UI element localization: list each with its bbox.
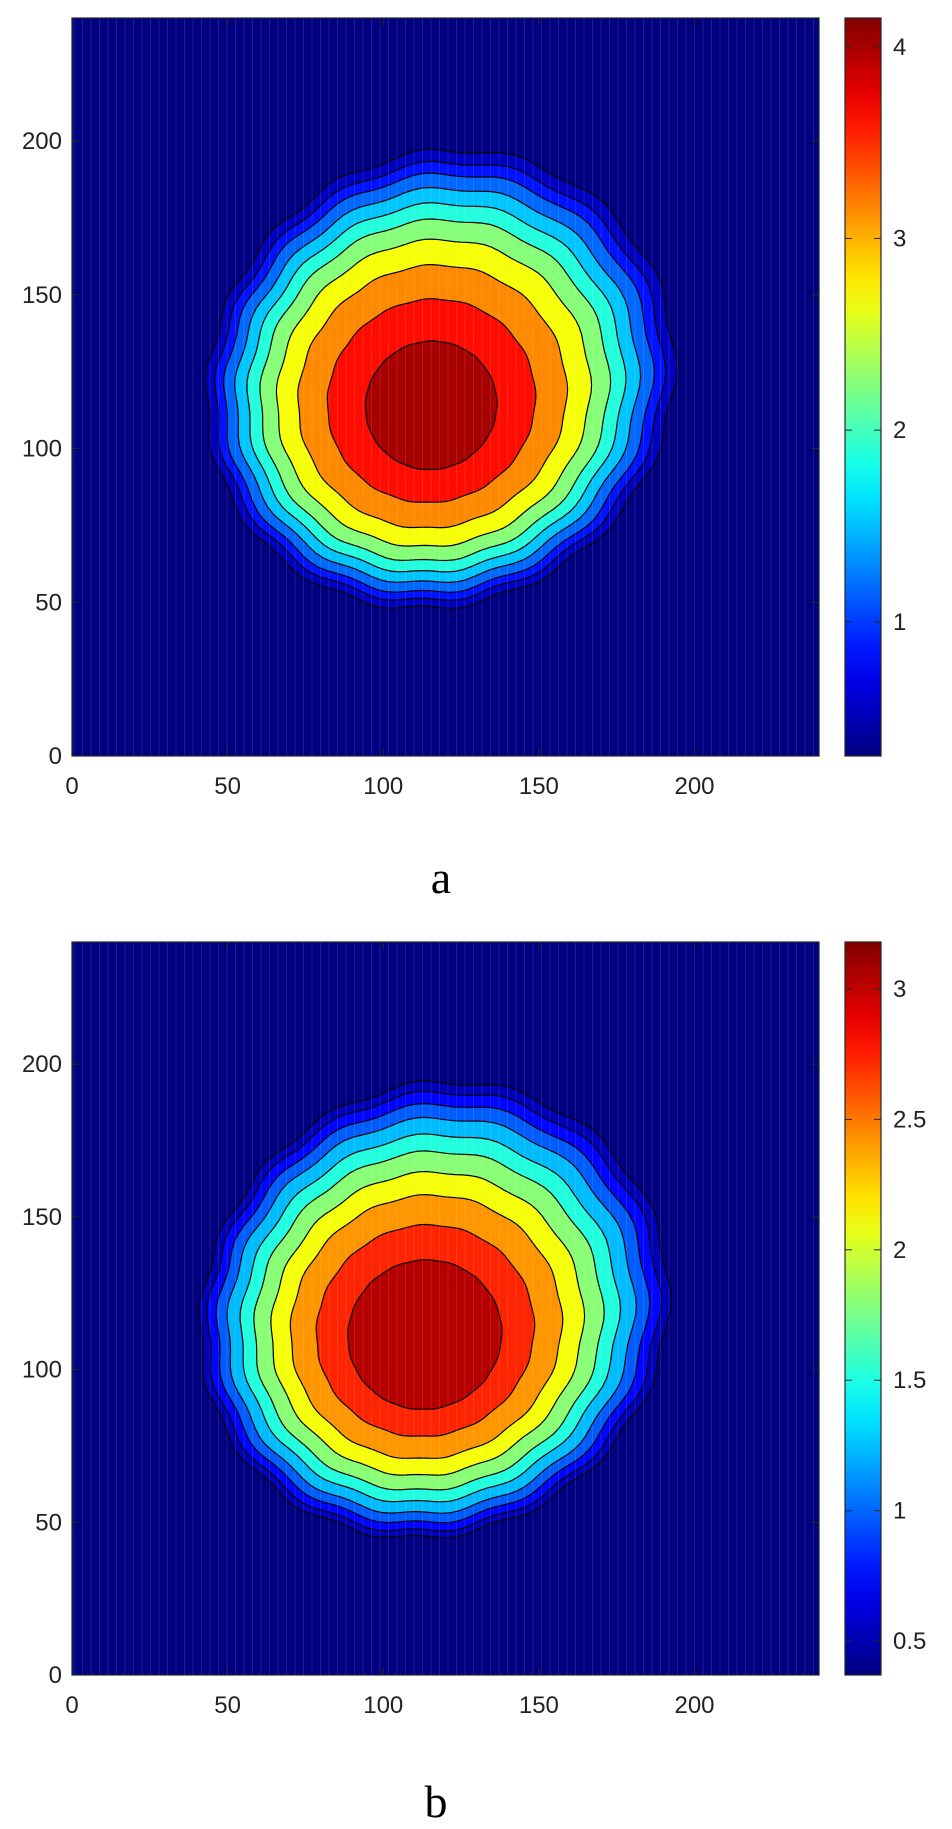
surface-texture [73, 942, 814, 1675]
axes-frame [71, 17, 820, 757]
colorbar: 0.5 1 1.5 2 2.5 3 [844, 941, 926, 1676]
surface-texture [73, 18, 814, 756]
y-tick-label: 0 [49, 743, 62, 770]
y-tick-label: 150 [22, 282, 62, 309]
x-tick-label: 100 [363, 773, 403, 800]
colorbar-tick-label: 4 [893, 34, 906, 61]
chart-panel-a: 0 50 100 150 200 0 50 100 150 200 1 2 3 4 [22, 17, 906, 800]
x-tick-label: 200 [674, 1692, 714, 1719]
colorbar-gradient [844, 17, 882, 757]
x-tick-label: 0 [65, 1692, 78, 1719]
x-tick-label: 200 [674, 773, 714, 800]
x-tick-label: 50 [214, 773, 241, 800]
x-tick-label: 100 [363, 1692, 403, 1719]
colorbar-tick-label: 1 [893, 609, 906, 636]
y-tick-label: 150 [22, 1204, 62, 1231]
x-tick-label: 150 [519, 1692, 559, 1719]
caption-a: a [431, 852, 451, 903]
contour-plot-area [72, 18, 819, 756]
caption-b: b [425, 1776, 448, 1827]
x-tick-label: 0 [65, 773, 78, 800]
y-tick-label: 50 [35, 589, 62, 616]
x-tick-label: 150 [519, 773, 559, 800]
chart-panel-b: 0 50 100 150 200 0 50 100 150 200 0.5 1 1.5 2 2.5 3 [22, 941, 926, 1719]
contour-band-10 [364, 340, 498, 471]
colorbar-tick-label: 2 [893, 1237, 906, 1264]
colorbar: 1 2 3 4 [844, 17, 906, 757]
colorbar-tick-label: 2.5 [893, 1106, 926, 1133]
y-tick-label: 100 [22, 1357, 62, 1384]
axes-frame [71, 941, 820, 1676]
colorbar-tick-label: 2 [893, 417, 906, 444]
colorbar-tick-label: 0.5 [893, 1628, 926, 1655]
y-tick-label: 50 [35, 1509, 62, 1536]
colorbar-tick-label: 1.5 [893, 1367, 926, 1394]
colorbar-tick-label: 1 [893, 1498, 906, 1525]
colorbar-tick-label: 3 [893, 976, 906, 1003]
contour-plot-area [72, 942, 819, 1675]
contour-band-10 [347, 1259, 503, 1410]
colorbar-gradient [844, 941, 882, 1676]
y-tick-label: 100 [22, 436, 62, 463]
y-tick-label: 200 [22, 1051, 62, 1078]
y-tick-label: 0 [49, 1662, 62, 1689]
y-tick-label: 200 [22, 128, 62, 155]
x-tick-label: 50 [214, 1692, 241, 1719]
colorbar-tick-label: 3 [893, 225, 906, 252]
